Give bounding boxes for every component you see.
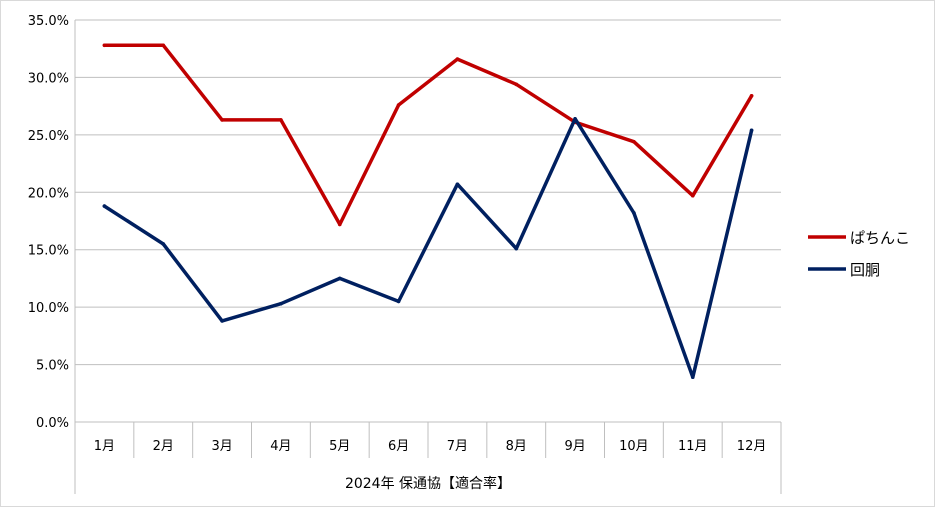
data-point (632, 211, 636, 215)
data-point (337, 276, 342, 281)
data-point (749, 94, 754, 98)
data-point (514, 246, 519, 251)
axes (74, 20, 782, 494)
y-tick-label: 25.0% (28, 129, 69, 144)
x-tick-label: 6月 (388, 439, 409, 454)
data-point (455, 57, 460, 61)
x-tick-label: 9月 (564, 439, 585, 454)
x-tick-label: 11月 (678, 439, 708, 454)
series-lines (102, 43, 754, 380)
y-tick-label: 15.0% (28, 244, 69, 259)
x-tick-label: 12月 (737, 439, 767, 454)
data-point (161, 43, 166, 48)
x-tick-label: 7月 (447, 439, 468, 454)
y-tick-label: 30.0% (28, 71, 69, 86)
data-point (690, 193, 695, 198)
data-point (396, 103, 401, 107)
data-point (396, 299, 401, 304)
x-tick-label: 5月 (329, 439, 350, 454)
x-tick-label: 8月 (506, 439, 527, 454)
data-point (220, 118, 224, 122)
y-axis-tick-labels: 0.0% 5.0% 10.0% 15.0% 20.0% 25.0% 30.0% 35.0% (28, 14, 69, 431)
data-point (279, 118, 283, 122)
x-tick-label: 10月 (619, 439, 649, 454)
y-tick-label: 10.0% (28, 301, 69, 316)
data-point (337, 222, 342, 227)
data-point (573, 116, 577, 121)
x-tick-label: 3月 (211, 439, 232, 454)
y-tick-label: 20.0% (28, 186, 69, 201)
x-axis-title: 2024年 保通協【適合率】 (345, 475, 511, 492)
data-point (514, 82, 519, 87)
data-point (632, 139, 636, 144)
legend-label: 回胴 (850, 261, 880, 279)
series-line-1 (102, 117, 754, 379)
data-point (102, 43, 107, 48)
data-point (161, 242, 166, 246)
data-point (690, 375, 695, 380)
y-tick-label: 0.0% (36, 416, 69, 431)
data-point (220, 319, 224, 323)
legend-label: ぱちんこ (850, 229, 910, 247)
x-tick-label: 2月 (153, 439, 174, 454)
x-tick-label: 1月 (94, 439, 115, 454)
gridlines (75, 19, 781, 366)
series-line-0 (102, 43, 754, 227)
data-point (102, 204, 107, 208)
data-point (279, 301, 283, 306)
data-point (455, 182, 460, 187)
data-point (749, 128, 754, 133)
x-axis-tick-labels: 1月 2月 3月 4月 5月 6月 7月 8月 9月 10月 11月 12月 (94, 439, 767, 454)
x-tick-label: 4月 (270, 439, 291, 454)
y-tick-label: 35.0% (28, 14, 69, 29)
y-tick-label: 5.0% (36, 359, 69, 374)
